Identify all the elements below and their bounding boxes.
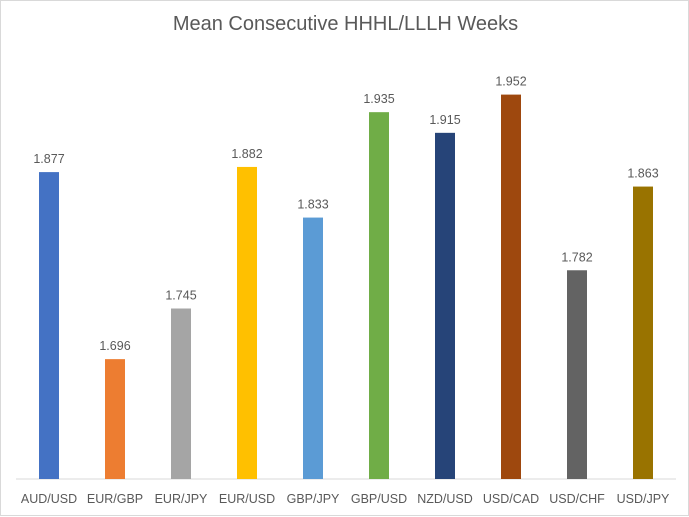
x-tick-label: EUR/USD [219, 492, 275, 506]
x-tick-label: NZD/USD [417, 492, 473, 506]
bar-aud-usd [39, 172, 59, 479]
data-label: 1.833 [297, 198, 328, 212]
data-label: 1.877 [33, 152, 64, 166]
x-tick-label: AUD/USD [21, 492, 77, 506]
x-tick-label: EUR/GBP [87, 492, 143, 506]
data-label: 1.696 [99, 339, 130, 353]
bar-eur-usd [237, 166, 257, 479]
bar-eur-gbp [105, 359, 125, 479]
data-label: 1.952 [495, 75, 526, 89]
bar-usd-chf [567, 270, 587, 479]
data-label: 1.915 [429, 113, 460, 127]
x-tick-label: USD/CHF [549, 492, 605, 506]
x-tick-label: GBP/USD [351, 492, 407, 506]
bar-usd-cad [501, 94, 521, 479]
x-tick-label: USD/CAD [483, 492, 539, 506]
bar-gbp-jpy [303, 217, 323, 480]
data-label: 1.745 [165, 289, 196, 303]
chart-title: Mean Consecutive HHHL/LLLH Weeks [172, 13, 519, 35]
bar-usd-jpy [633, 186, 653, 480]
data-label: 1.935 [363, 92, 394, 106]
x-tick-label: EUR/JPY [155, 492, 208, 506]
bar-eur-jpy [171, 308, 191, 479]
data-label: 1.863 [627, 167, 658, 181]
x-tick-label: USD/JPY [617, 492, 670, 506]
data-label: 1.882 [231, 147, 262, 161]
bar-gbp-usd [369, 112, 389, 480]
bar-nzd-usd [435, 132, 455, 480]
data-label: 1.782 [561, 250, 592, 264]
x-tick-label: GBP/JPY [287, 492, 340, 506]
